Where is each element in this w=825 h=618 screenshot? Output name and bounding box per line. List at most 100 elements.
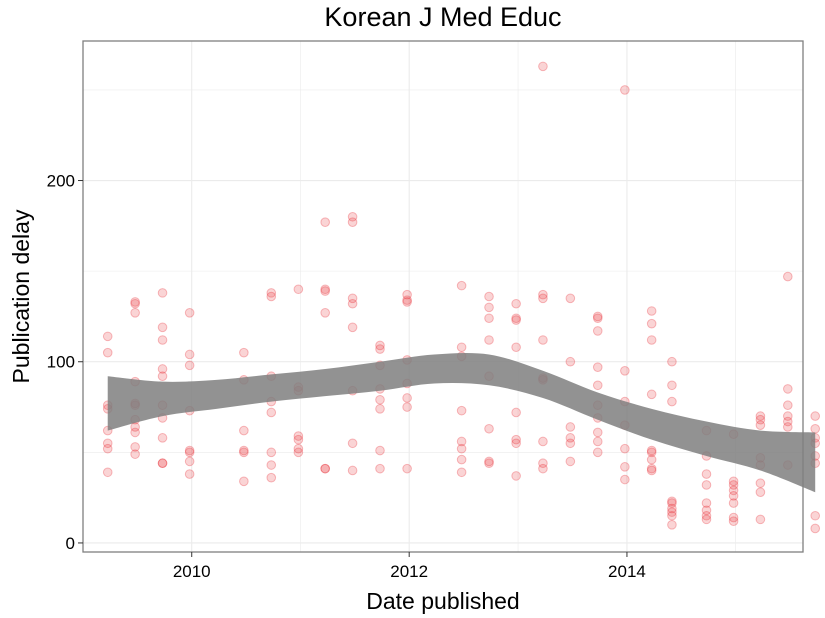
data-point xyxy=(565,422,576,432)
data-point xyxy=(511,315,521,325)
data-point xyxy=(375,445,385,456)
data-point xyxy=(538,436,548,447)
data-point xyxy=(157,458,168,469)
smooth-confidence-band xyxy=(107,352,816,493)
data-point xyxy=(157,322,168,333)
data-point xyxy=(511,471,521,481)
data-point xyxy=(320,463,330,474)
data-point xyxy=(320,217,330,228)
data-point xyxy=(646,335,657,345)
data-point xyxy=(456,454,467,465)
data-point xyxy=(728,485,739,496)
data-point xyxy=(646,463,657,474)
data-point xyxy=(456,443,467,454)
data-point xyxy=(130,442,140,452)
data-point xyxy=(592,380,603,391)
data-point xyxy=(701,505,712,516)
data-point xyxy=(266,447,277,458)
data-point xyxy=(565,433,576,443)
data-point xyxy=(511,313,521,324)
data-point xyxy=(157,371,168,382)
data-point xyxy=(157,433,168,443)
data-point xyxy=(538,463,548,474)
data-point xyxy=(592,436,603,447)
data-point xyxy=(375,394,385,405)
data-point xyxy=(511,438,521,449)
data-point xyxy=(484,302,494,313)
data-point xyxy=(456,405,467,416)
data-point xyxy=(511,342,521,353)
data-point xyxy=(701,510,712,521)
data-point xyxy=(755,514,766,525)
data-point xyxy=(667,510,677,521)
data-point xyxy=(184,445,195,456)
data-point xyxy=(293,447,304,458)
data-point xyxy=(102,438,113,449)
data-point xyxy=(484,313,494,324)
data-point xyxy=(102,331,113,342)
data-point xyxy=(620,474,630,485)
data-point xyxy=(293,443,304,454)
x-axis-title: Date published xyxy=(366,588,519,614)
data-point xyxy=(157,458,168,469)
data-point xyxy=(701,498,712,508)
data-point xyxy=(667,496,677,507)
data-point xyxy=(102,347,113,358)
data-point xyxy=(484,423,494,434)
data-point xyxy=(266,460,277,470)
y-tick-label: 0 xyxy=(66,534,75,553)
data-point xyxy=(592,362,603,372)
data-point xyxy=(810,411,821,421)
data-point xyxy=(130,449,140,459)
data-point xyxy=(102,467,113,478)
data-point xyxy=(592,311,603,322)
data-point xyxy=(347,217,358,228)
minor-gridlines xyxy=(83,41,803,552)
data-point xyxy=(701,480,712,490)
data-point xyxy=(130,427,140,438)
data-point xyxy=(667,396,677,407)
data-point xyxy=(667,356,677,367)
data-point xyxy=(456,342,467,353)
data-point xyxy=(402,463,412,474)
data-point xyxy=(102,443,113,454)
data-point xyxy=(538,458,548,469)
data-point xyxy=(402,297,412,307)
data-point xyxy=(320,286,330,296)
data-point xyxy=(783,422,793,432)
data-point xyxy=(646,447,657,458)
data-point xyxy=(293,434,304,445)
data-point xyxy=(511,298,521,309)
data-point xyxy=(456,280,467,291)
data-point xyxy=(728,491,739,501)
data-point xyxy=(810,510,821,521)
data-point xyxy=(783,271,793,282)
data-point xyxy=(239,445,249,456)
data-point xyxy=(646,445,657,456)
data-point xyxy=(783,416,793,427)
data-point xyxy=(456,436,467,447)
plot-background xyxy=(83,41,803,552)
data-point xyxy=(620,462,630,472)
data-point xyxy=(755,414,766,425)
data-point xyxy=(484,458,494,469)
data-point xyxy=(646,306,657,316)
data-point xyxy=(592,326,603,336)
data-point xyxy=(646,465,657,476)
data-point xyxy=(484,456,494,467)
data-point xyxy=(266,407,277,418)
data-point xyxy=(755,487,766,498)
data-point xyxy=(266,288,277,298)
data-point xyxy=(293,284,304,295)
data-point xyxy=(620,85,630,95)
smooth-band-layer xyxy=(107,352,816,493)
data-point xyxy=(347,465,358,476)
x-tick-label: 2014 xyxy=(608,562,646,581)
data-point xyxy=(239,425,249,436)
data-point xyxy=(538,293,548,304)
axes: 2010 2012 2014 0 100 200 xyxy=(47,172,646,581)
data-point xyxy=(347,438,358,449)
data-point xyxy=(511,407,521,418)
data-point xyxy=(728,476,739,487)
data-point xyxy=(646,389,657,400)
